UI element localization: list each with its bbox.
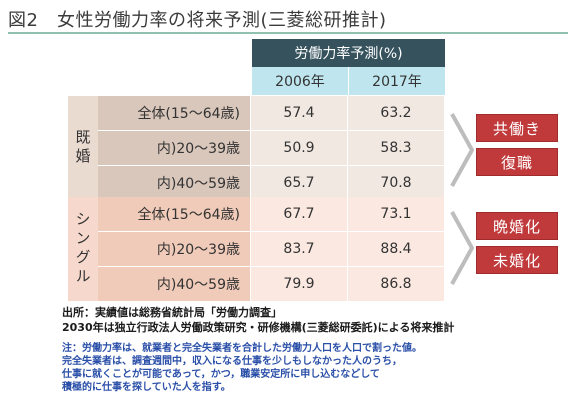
brace-married-icon (450, 113, 474, 187)
cell-2017: 58.3 (348, 131, 444, 165)
cell-2017: 86.8 (348, 267, 444, 301)
group-label-married: 既婚 (68, 96, 98, 200)
table-row: 内)20〜39歳 50.9 58.3 (98, 131, 445, 165)
note-line: 完全失業者は、調査週間中，収入になる仕事を少しもしなかった人のうち， (62, 356, 402, 367)
tag-unmarried: 未婚化 (476, 246, 558, 274)
note-line: 仕事に就くことが可能であって，かつ，職業安定所に申し込むなどして (62, 369, 380, 380)
table-row: 内)20〜39歳 83.7 88.4 (98, 232, 445, 266)
cell-2017: 63.2 (348, 96, 444, 130)
row-label: 全体(15〜64歳) (98, 96, 250, 130)
cell-2017: 70.8 (348, 166, 444, 200)
cell-2017: 88.4 (348, 232, 444, 266)
cell-2006: 67.7 (251, 197, 347, 231)
tag-late-marriage: 晩婚化 (476, 212, 558, 240)
row-label: 内)40〜59歳 (98, 267, 250, 301)
source-line-2: 2030年は独立行政法人労働政策研究・研修機構(三菱総研委託)による将来推計 (62, 321, 455, 334)
row-label: 全体(15〜64歳) (98, 197, 250, 231)
note-line: 注：労働力率は、就業者と完全失業者を合計した労働力人口を人口で割った値。 (62, 343, 422, 354)
source-line-1: 出所：実績値は総務省統計局「労働力調査」 (62, 306, 282, 319)
table-row: 内)40〜59歳 65.7 70.8 (98, 166, 445, 200)
row-label: 内)20〜39歳 (98, 232, 250, 266)
cell-2006: 65.7 (251, 166, 347, 200)
title-underline (8, 32, 568, 34)
header-labor-force-rate: 労働力率予測(%) (252, 39, 445, 67)
header-year-2006: 2006年 (252, 67, 348, 95)
cell-2006: 79.9 (251, 267, 347, 301)
table-row: 全体(15〜64歳) 57.4 63.2 (98, 96, 445, 130)
group-label-single: シングル (68, 197, 98, 301)
cell-2006: 50.9 (251, 131, 347, 165)
brace-single-icon (450, 211, 474, 285)
tag-dual-income: 共働き (476, 114, 558, 142)
header-year-2017: 2017年 (349, 67, 445, 95)
cell-2006: 83.7 (251, 232, 347, 266)
table-row: 内)40〜59歳 79.9 86.8 (98, 267, 445, 301)
note-line: 積極的に仕事を探していた人を指す。 (62, 382, 231, 393)
row-label: 内)20〜39歳 (98, 131, 250, 165)
row-label: 内)40〜59歳 (98, 166, 250, 200)
cell-2006: 57.4 (251, 96, 347, 130)
tag-return-to-work: 復職 (476, 148, 558, 176)
page-title: 図2 女性労働力率の将来予測(三菱総研推計) (8, 10, 387, 31)
table-row: 全体(15〜64歳) 67.7 73.1 (98, 197, 445, 231)
cell-2017: 73.1 (348, 197, 444, 231)
